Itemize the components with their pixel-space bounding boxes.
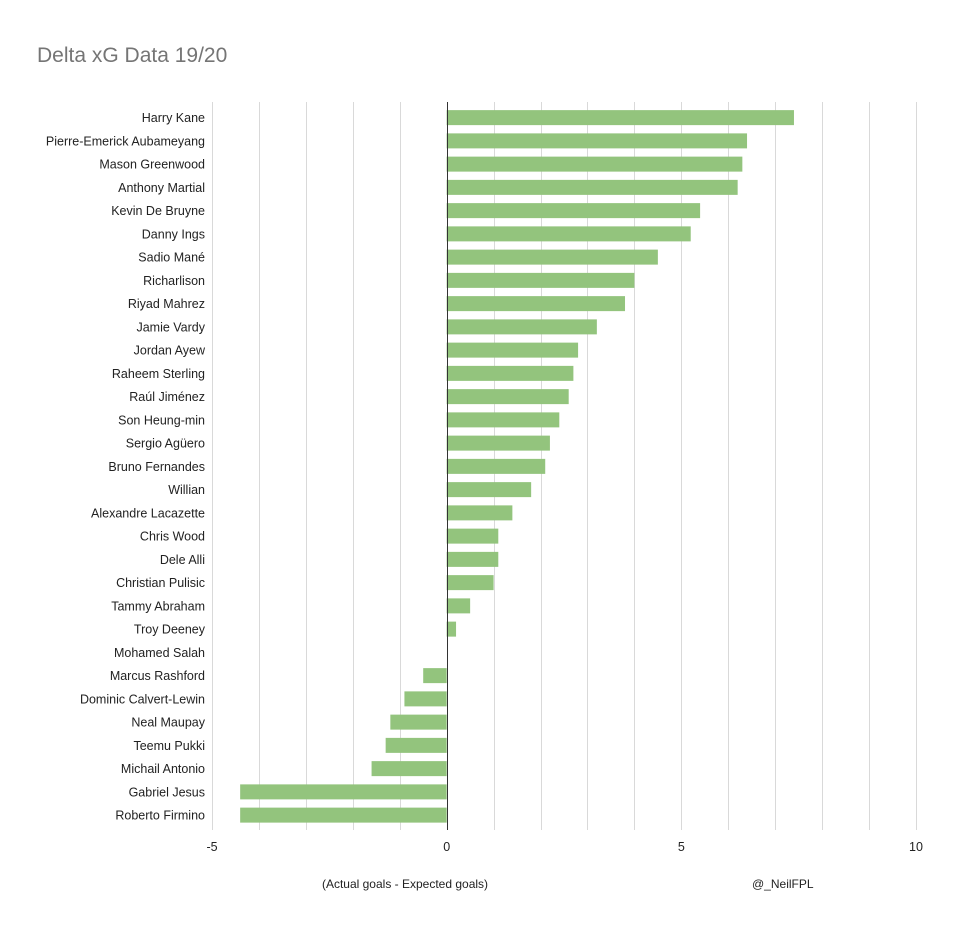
bar	[446, 319, 597, 335]
category-label: Dominic Calvert-Lewin	[80, 692, 205, 706]
bar	[446, 505, 513, 521]
x-tick-labels: -5 0 5 10	[206, 840, 923, 854]
category-label: Raúl Jiménez	[129, 390, 205, 404]
category-label: Riyad Mahrez	[128, 297, 205, 311]
category-label: Kevin De Bruyne	[111, 204, 205, 218]
category-label: Sadio Mané	[138, 251, 205, 265]
bar	[446, 342, 579, 358]
bar	[446, 412, 560, 428]
x-tick-label: 5	[678, 840, 685, 854]
category-label: Alexandre Lacazette	[91, 506, 205, 520]
category-label: Anthony Martial	[118, 181, 205, 195]
category-label: Willian	[168, 483, 205, 497]
bar	[446, 226, 691, 242]
category-label: Bruno Fernandes	[108, 460, 205, 474]
bar	[446, 203, 701, 219]
bar	[446, 179, 738, 195]
bar	[404, 691, 447, 707]
x-axis-label: (Actual goals - Expected goals)	[321, 877, 489, 891]
category-labels: Harry Kane Pierre-Emerick Aubameyang Mason…	[46, 111, 206, 823]
category-label: Harry Kane	[142, 111, 205, 125]
category-label: Teemu Pukki	[133, 739, 205, 753]
category-label: Roberto Firmino	[115, 809, 205, 823]
x-tick-label: -5	[206, 840, 217, 854]
category-label: Christian Pulisic	[116, 576, 205, 590]
chart-title: Delta xG Data 19/20	[37, 44, 228, 67]
bar	[446, 458, 546, 474]
category-label: Marcus Rashford	[110, 669, 205, 683]
bar	[446, 482, 532, 498]
bar	[446, 156, 743, 172]
category-label: Sergio Agüero	[126, 437, 205, 451]
bar	[446, 575, 494, 591]
x-tick-label: 10	[909, 840, 923, 854]
bar	[390, 714, 447, 730]
category-label: Jordan Ayew	[134, 344, 206, 358]
bar	[423, 668, 447, 684]
category-label: Tammy Abraham	[111, 599, 205, 613]
gridlines	[212, 102, 917, 830]
category-label: Jamie Vardy	[136, 320, 205, 334]
bar	[385, 737, 447, 753]
category-label: Pierre-Emerick Aubameyang	[46, 134, 205, 148]
bar	[446, 249, 658, 265]
bar	[446, 435, 550, 451]
category-label: Son Heung-min	[118, 413, 205, 427]
bar	[446, 598, 471, 614]
category-label: Michail Antonio	[121, 762, 205, 776]
bar	[446, 389, 569, 405]
bar	[446, 551, 499, 567]
bar	[446, 365, 574, 381]
category-label: Dele Alli	[160, 553, 205, 567]
category-label: Gabriel Jesus	[129, 785, 205, 799]
category-label: Mohamed Salah	[114, 646, 205, 660]
category-label: Mason Greenwood	[99, 158, 205, 172]
bar	[240, 784, 447, 800]
x-tick-label: 0	[443, 840, 450, 854]
category-label: Neal Maupay	[131, 716, 205, 730]
bar	[446, 110, 794, 126]
bar	[446, 621, 457, 637]
bar	[446, 272, 635, 288]
bar	[446, 528, 499, 544]
bar	[446, 133, 748, 149]
bar	[371, 761, 447, 777]
category-label: Troy Deeney	[134, 623, 206, 637]
bar	[446, 296, 626, 312]
bars	[240, 110, 794, 823]
category-label: Danny Ings	[142, 227, 205, 241]
credit-label: @_NeilFPL	[752, 877, 814, 891]
category-label: Richarlison	[143, 274, 205, 288]
category-label: Chris Wood	[140, 530, 205, 544]
bar	[240, 807, 447, 823]
category-label: Raheem Sterling	[112, 367, 205, 381]
